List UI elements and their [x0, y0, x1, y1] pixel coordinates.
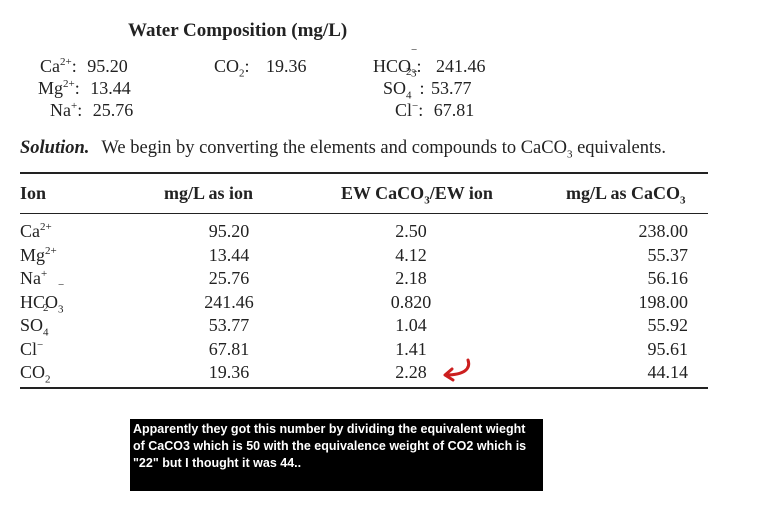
- header-mg-as-caco3: mg/L as CaCO3: [566, 183, 686, 207]
- cell-mg-as-ion: 25.76: [208, 268, 250, 288]
- na-label: Na: [50, 100, 71, 120]
- cell-ew-ratio: 0.820: [390, 291, 432, 312]
- ion-name: CO: [20, 362, 46, 382]
- header-caco3-pre: mg/L as CaCO: [566, 183, 681, 203]
- cell-mg-as-ion: 19.36: [208, 362, 250, 382]
- na-value: 25.76: [92, 100, 134, 120]
- so4-sub: 4: [406, 89, 412, 102]
- table-row-ion: Na+: [20, 267, 47, 289]
- table-row-ion: Cl−: [20, 338, 43, 360]
- ion-name: Na: [20, 268, 41, 288]
- mg-label: Mg: [38, 78, 64, 98]
- cell-ew-ratio: 1.41: [395, 338, 427, 359]
- ion-charge: −: [37, 338, 44, 351]
- cell-mg-as-ion: 67.81: [208, 338, 250, 359]
- ion-subscript: 2: [45, 373, 51, 386]
- header-ew-sub: 3: [424, 194, 430, 207]
- cl-entry: Cl−: 67.81: [395, 100, 475, 120]
- table-row-ion: Ca2+: [20, 220, 52, 242]
- header-ew-ratio: EW CaCO3/EW ion: [341, 183, 493, 207]
- ion-name: Ca: [20, 221, 40, 241]
- cell-mg-as-caco3: 95.61: [647, 338, 689, 359]
- cell-ew-ratio: 2.28: [395, 362, 427, 382]
- ion-name: SO: [20, 315, 44, 335]
- co2-sub: 2: [239, 67, 245, 80]
- hco3-sub: 3: [411, 67, 417, 80]
- table-row-ion: CO2: [20, 361, 51, 386]
- ca-value: 95.20: [87, 56, 128, 76]
- table-top-rule: [20, 172, 708, 174]
- solution-tail: equivalents.: [572, 138, 666, 158]
- ca-entry: Ca2+: 95.20: [40, 56, 128, 76]
- header-ion: Ion: [20, 183, 47, 203]
- header-mg-as-ion: mg/L as ion: [164, 183, 254, 203]
- mg-entry: Mg2+: 13.44: [38, 78, 131, 98]
- ion-name: HCO: [20, 291, 59, 312]
- cell-ew-ratio: 4.12: [395, 244, 427, 265]
- cell-mg-as-ion: 53.77: [208, 315, 250, 335]
- so4-label: SO: [383, 78, 407, 98]
- hco3-entry: HCO −3: 241.46: [373, 44, 486, 80]
- so4-entry: SO 2− 4: 53.77: [383, 66, 472, 102]
- document-title: Water Composition (mg/L): [128, 20, 348, 41]
- table-row-ion: HCO −3: [20, 278, 65, 316]
- cl-label: Cl: [395, 100, 413, 120]
- red-arrow-icon: [443, 358, 471, 382]
- ca-charge: 2+: [60, 56, 72, 68]
- na-charge: +: [71, 100, 78, 112]
- cell-ew-ratio: 2.50: [395, 221, 427, 241]
- solution-body: We begin by converting the elements and …: [101, 138, 567, 158]
- cell-mg-as-caco3: 55.92: [647, 315, 689, 335]
- na-entry: Na+: 25.76: [50, 100, 134, 120]
- cell-mg-as-ion: 95.20: [208, 221, 250, 241]
- cell-mg-as-caco3: 198.00: [638, 291, 689, 312]
- cell-mg-as-caco3: 44.14: [647, 362, 689, 382]
- cell-ew-ratio: 2.18: [395, 268, 427, 288]
- table-row-ion: Mg2+: [20, 244, 57, 266]
- ion-name: Cl: [20, 338, 38, 359]
- cell-ew-ratio: 1.04: [395, 315, 427, 335]
- cell-mg-as-caco3: 56.16: [647, 268, 689, 288]
- header-ew-post: /EW ion: [429, 183, 493, 203]
- co2-value: 19.36: [266, 56, 307, 76]
- cell-mg-as-ion: 13.44: [208, 244, 250, 265]
- cell-mg-as-ion: 241.46: [204, 291, 254, 312]
- so4-value: 53.77: [431, 78, 472, 98]
- header-ew-pre: EW CaCO: [341, 183, 425, 203]
- table-header-rule: [20, 213, 708, 214]
- annotation-note: Apparently they got this number by divid…: [130, 419, 543, 491]
- hco3-label: HCO: [373, 56, 412, 76]
- co2-label: CO: [214, 56, 240, 76]
- solution-sub: 3: [566, 148, 573, 161]
- solution-lead: Solution.: [20, 138, 90, 158]
- header-caco3-sub: 3: [680, 194, 686, 207]
- ion-subscript: 3: [58, 303, 64, 316]
- table-bottom-rule: [20, 387, 708, 389]
- cl-value: 67.81: [433, 100, 475, 120]
- ion-subscript: 4: [43, 326, 49, 339]
- ion-charge: +: [41, 268, 48, 280]
- cl-charge: −: [412, 100, 419, 112]
- ion-name: Mg: [20, 244, 46, 265]
- hco3-value: 241.46: [436, 56, 486, 76]
- ca-label: Ca: [40, 56, 60, 76]
- solution-text: Solution. We begin by converting the elem…: [20, 138, 666, 161]
- mg-charge: 2+: [63, 78, 75, 90]
- table-row-ion: SO 2− 4: [20, 302, 55, 339]
- mg-value: 13.44: [90, 78, 131, 98]
- ion-charge: 2+: [45, 244, 57, 257]
- cell-mg-as-caco3: 55.37: [647, 244, 689, 265]
- cell-mg-as-caco3: 238.00: [638, 221, 689, 241]
- co2-entry: CO2: 19.36: [214, 56, 307, 80]
- ion-charge: 2+: [40, 221, 52, 233]
